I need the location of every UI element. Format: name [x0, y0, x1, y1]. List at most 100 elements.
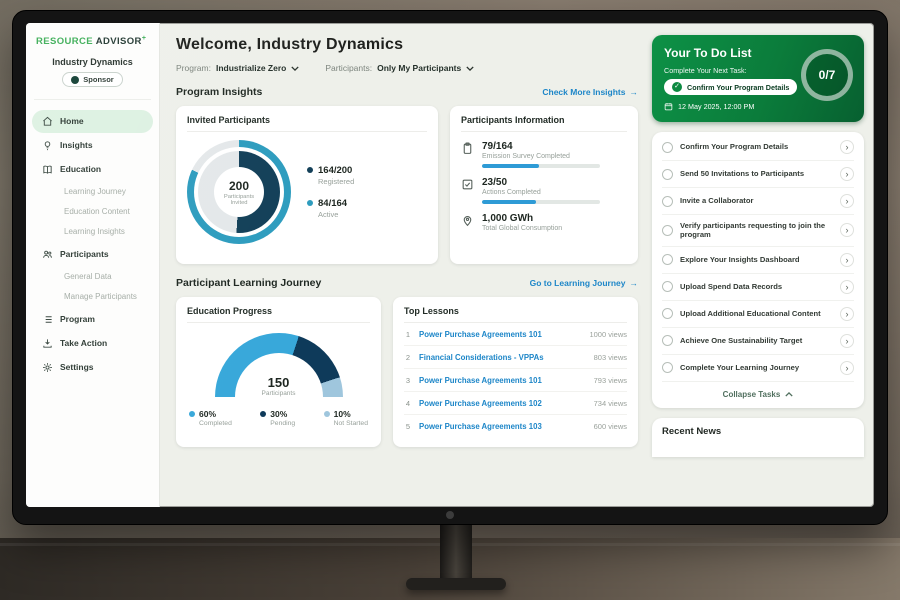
lesson-link[interactable]: Power Purchase Agreements 101	[419, 329, 542, 339]
sidebar-item-program[interactable]: Program	[32, 308, 153, 331]
task-label: Upload Spend Data Records	[680, 282, 783, 292]
task-checkbox[interactable]	[662, 141, 673, 153]
monitor-stand-neck	[440, 523, 472, 583]
clipboard-icon	[461, 142, 474, 155]
next-task-pill[interactable]: ✓ Confirm Your Program Details	[664, 79, 798, 95]
education-gauge-wrap: 150 Participants	[187, 333, 370, 397]
chevron-right-icon[interactable]: ›	[840, 194, 854, 208]
chevron-right-icon[interactable]: ›	[840, 306, 854, 321]
sidebar-item-label: Education Content	[64, 207, 130, 217]
active-label: Active	[318, 210, 339, 219]
task-checkbox[interactable]	[662, 224, 673, 236]
completed-dot-icon	[189, 411, 195, 417]
actions-completed-block: 23/50 Actions Completed	[482, 177, 600, 204]
todo-subtitle: Complete Your Next Task:	[664, 66, 747, 75]
sidebar-item-education-content[interactable]: Education Content	[32, 202, 153, 222]
emission-survey-label: Emission Survey Completed	[482, 153, 570, 160]
completed-value: 60%	[199, 409, 217, 419]
sidebar-item-general-data[interactable]: General Data	[32, 267, 153, 287]
lesson-rank: 5	[405, 422, 411, 431]
emission-survey-progressbar	[482, 164, 600, 168]
sidebar-item-education[interactable]: Education	[32, 158, 153, 181]
lesson-row: 5 Power Purchase Agreements 103 600 view…	[404, 415, 627, 438]
todo-panel: Your To Do List Complete Your Next Task:…	[650, 23, 874, 507]
invited-participants-title: Invited Participants	[187, 115, 427, 132]
task-row: Upload Spend Data Records ›	[662, 274, 854, 301]
brand-logo: RESOURCE ADVISOR+	[26, 35, 159, 47]
brand-secondary: ADVISOR	[95, 36, 142, 48]
task-checkbox[interactable]	[662, 281, 673, 293]
chevron-right-icon[interactable]: ›	[840, 252, 854, 267]
lesson-link[interactable]: Power Purchase Agreements 103	[419, 422, 542, 431]
participants-filter-value: Only My Participants	[377, 63, 462, 73]
education-progress-card: Education Progress 150 Participants	[176, 297, 381, 447]
legend-item-pending: 30% Pending	[260, 409, 295, 427]
chevron-up-icon	[785, 390, 793, 399]
emission-survey-progress-fill	[482, 164, 539, 168]
sidebar-item-label: Education	[60, 164, 102, 175]
not-started-label: Not Started	[333, 420, 368, 427]
program-filter[interactable]: Program: Industrialize Zero	[176, 63, 299, 73]
task-checkbox[interactable]	[662, 168, 673, 180]
task-label: Upload Additional Educational Content	[680, 309, 821, 319]
sidebar-item-settings[interactable]: Settings	[32, 356, 153, 379]
chevron-down-icon	[466, 65, 474, 71]
sidebar-item-manage-participants[interactable]: Manage Participants	[32, 287, 153, 307]
participants-filter[interactable]: Participants: Only My Participants	[325, 63, 474, 73]
registered-value: 164/200	[318, 165, 353, 176]
go-to-learning-journey-link[interactable]: Go to Learning Journey →	[530, 278, 638, 288]
program-insights-title: Program Insights	[176, 86, 263, 98]
lesson-rank: 1	[405, 329, 411, 339]
main-content: Welcome, Industry Dynamics Program: Indu…	[160, 23, 650, 507]
task-checkbox[interactable]	[662, 195, 673, 207]
sidebar-item-label: Home	[60, 116, 84, 127]
page-title: Welcome, Industry Dynamics	[176, 36, 404, 53]
next-task-label: Confirm Your Program Details	[687, 82, 790, 92]
chevron-right-icon[interactable]: ›	[840, 223, 854, 238]
task-checkbox[interactable]	[662, 362, 673, 374]
lesson-row: 1 Power Purchase Agreements 101 1000 vie…	[404, 323, 627, 346]
registered-dot-icon	[307, 167, 313, 173]
task-row: Verify participants requesting to join t…	[662, 215, 854, 247]
sidebar-item-learning-insights[interactable]: Learning Insights	[32, 222, 153, 242]
lesson-link[interactable]: Financial Considerations - VPPAs	[419, 352, 544, 362]
sidebar-item-participants[interactable]: Participants	[32, 243, 153, 266]
task-label: Explore Your Insights Dashboard	[680, 255, 800, 265]
lesson-rank: 2	[405, 352, 411, 362]
legend-item-not-started: 10% Not Started	[323, 409, 368, 427]
sidebar-item-take-action[interactable]: Take Action	[32, 332, 153, 355]
registered-label: Registered	[318, 177, 355, 186]
task-label: Complete Your Learning Journey	[680, 363, 800, 373]
sidebar-item-label: Learning Journey	[64, 187, 126, 197]
task-label: Confirm Your Program Details	[680, 142, 789, 152]
chevron-right-icon[interactable]: ›	[840, 140, 854, 154]
chevron-right-icon[interactable]: ›	[840, 167, 854, 181]
not-started-dot-icon	[323, 411, 330, 417]
education-legend: 60% Completed 30% Pending 10%	[187, 409, 370, 427]
top-lessons-card: Top Lessons 1 Power Purchase Agreements …	[393, 297, 638, 447]
sidebar-item-label: Program	[60, 314, 95, 325]
task-checkbox[interactable]	[662, 308, 673, 320]
collapse-tasks-link[interactable]: Collapse Tasks	[662, 382, 854, 406]
sidebar-item-label: Take Action	[60, 338, 108, 349]
education-progress-gauge: 150 Participants	[214, 333, 343, 397]
sidebar-item-learning-journey[interactable]: Learning Journey	[32, 182, 153, 202]
sidebar-item-home[interactable]: Home	[32, 109, 153, 133]
sidebar-item-insights[interactable]: Insights	[32, 134, 153, 157]
lesson-link[interactable]: Power Purchase Agreements 101	[419, 375, 542, 385]
app-window: RESOURCE ADVISOR+ Industry Dynamics Spon…	[26, 23, 874, 507]
location-pin-icon	[461, 214, 474, 227]
emission-survey-block: 79/164 Emission Survey Completed	[482, 141, 600, 168]
chevron-right-icon[interactable]: ›	[840, 360, 854, 375]
task-checkbox[interactable]	[662, 335, 673, 347]
task-checkbox[interactable]	[662, 254, 673, 266]
lesson-link[interactable]: Power Purchase Agreements 102	[419, 398, 542, 408]
active-dot-icon	[307, 200, 313, 206]
lesson-views: 803 views	[593, 352, 627, 362]
chevron-right-icon[interactable]: ›	[840, 279, 854, 294]
chevron-right-icon[interactable]: ›	[840, 333, 854, 348]
participants-filter-label: Participants:	[325, 63, 373, 73]
collapse-tasks-label: Collapse Tasks	[722, 389, 781, 399]
check-more-insights-link[interactable]: Check More Insights →	[542, 87, 638, 97]
check-icon: ✓	[672, 82, 682, 92]
